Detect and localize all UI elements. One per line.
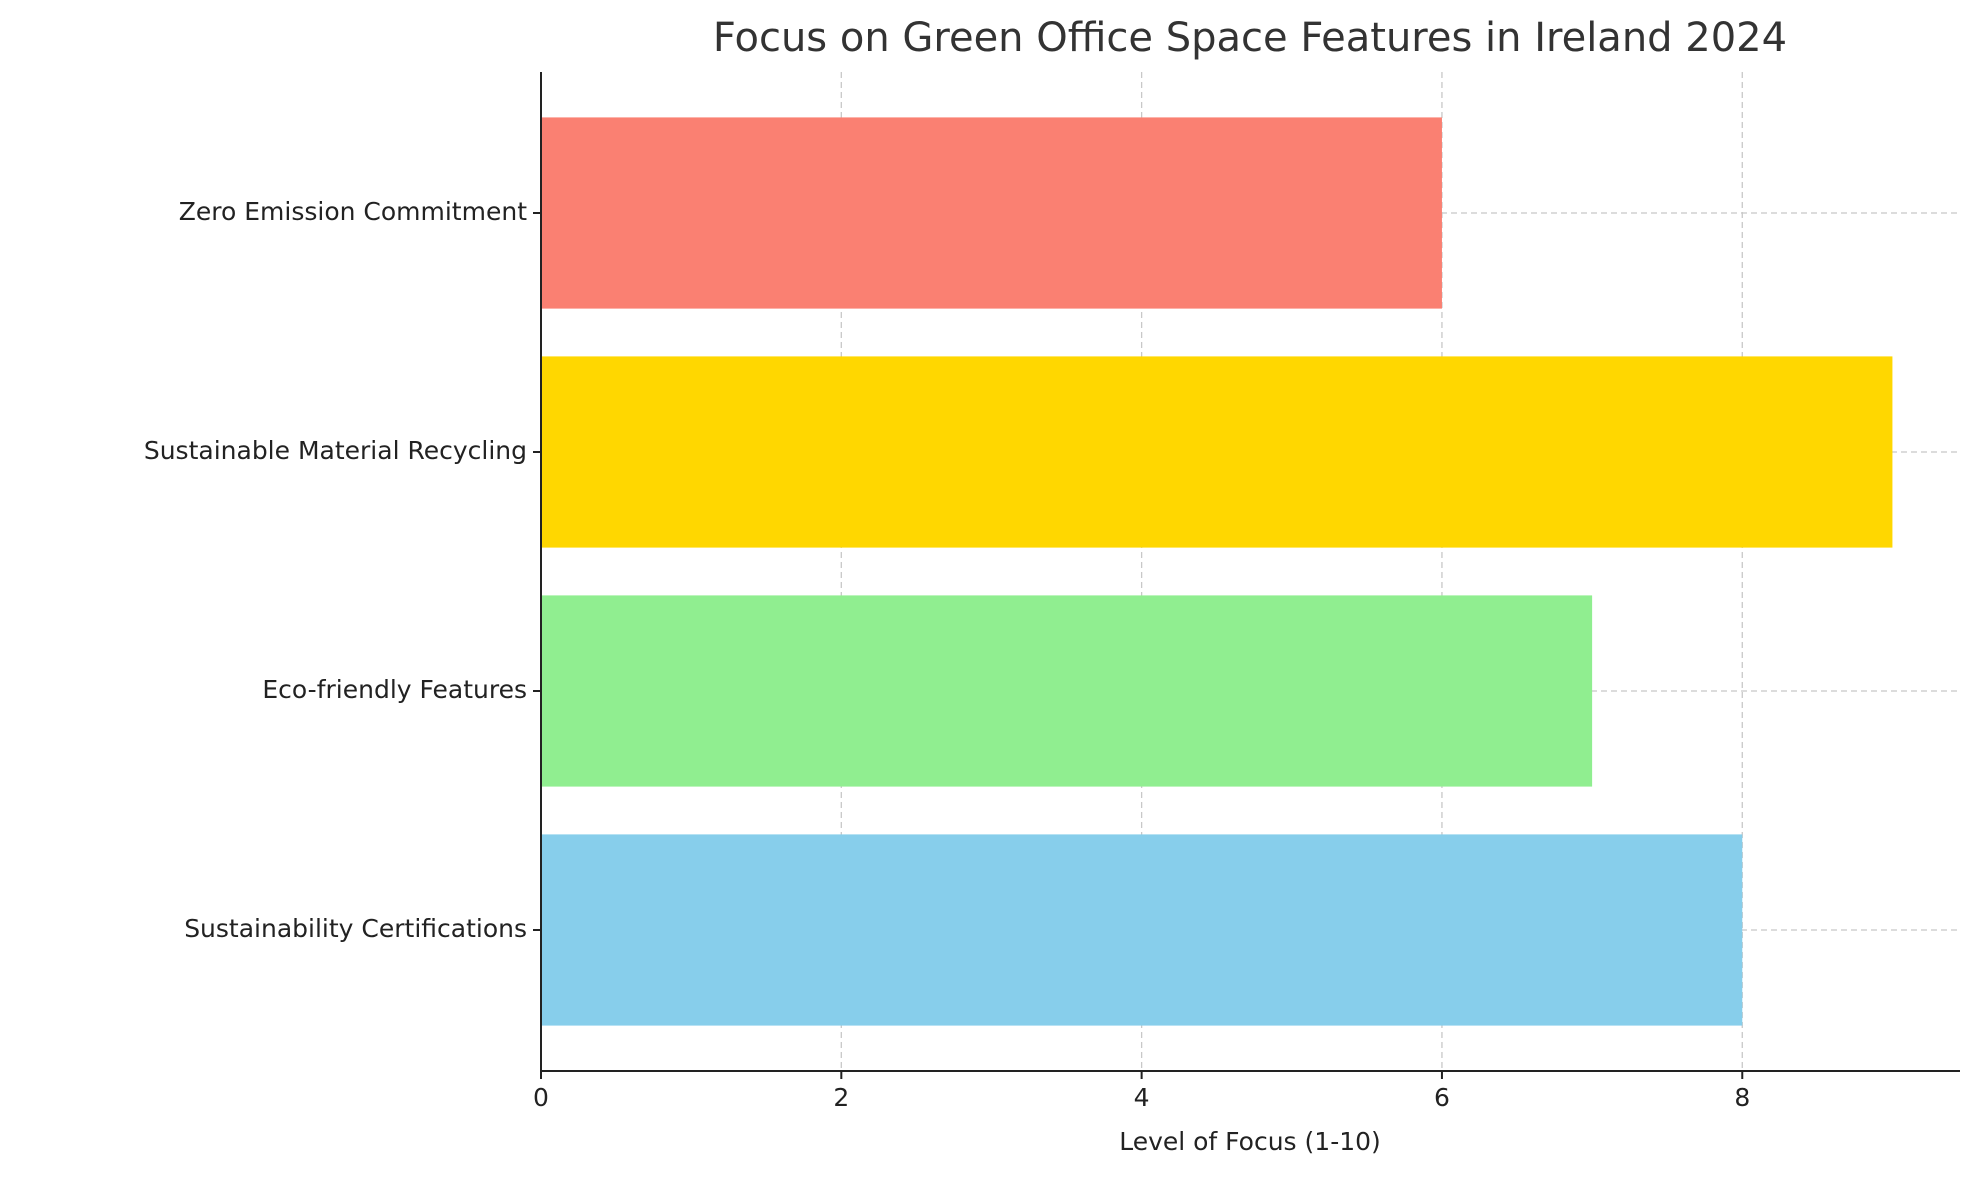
x-tick-label: 0 [533, 1083, 549, 1112]
x-tick-label: 4 [1134, 1083, 1150, 1112]
bar [541, 117, 1442, 309]
x-axis-label: Level of Focus (1-10) [1119, 1127, 1381, 1156]
y-tick-label: Sustainable Material Recycling [144, 436, 527, 465]
x-tick-label: 2 [833, 1083, 849, 1112]
y-tick-label: Sustainability Certifications [184, 914, 527, 943]
chart-title: Focus on Green Office Space Features in … [713, 15, 1787, 61]
bar [541, 834, 1743, 1026]
bar [541, 356, 1893, 548]
bar [541, 595, 1593, 787]
x-tick-label: 6 [1434, 1083, 1450, 1112]
x-tick-label: 8 [1734, 1083, 1750, 1112]
y-tick-label: Eco-friendly Features [262, 675, 527, 704]
y-tick-label: Zero Emission Commitment [179, 197, 527, 226]
